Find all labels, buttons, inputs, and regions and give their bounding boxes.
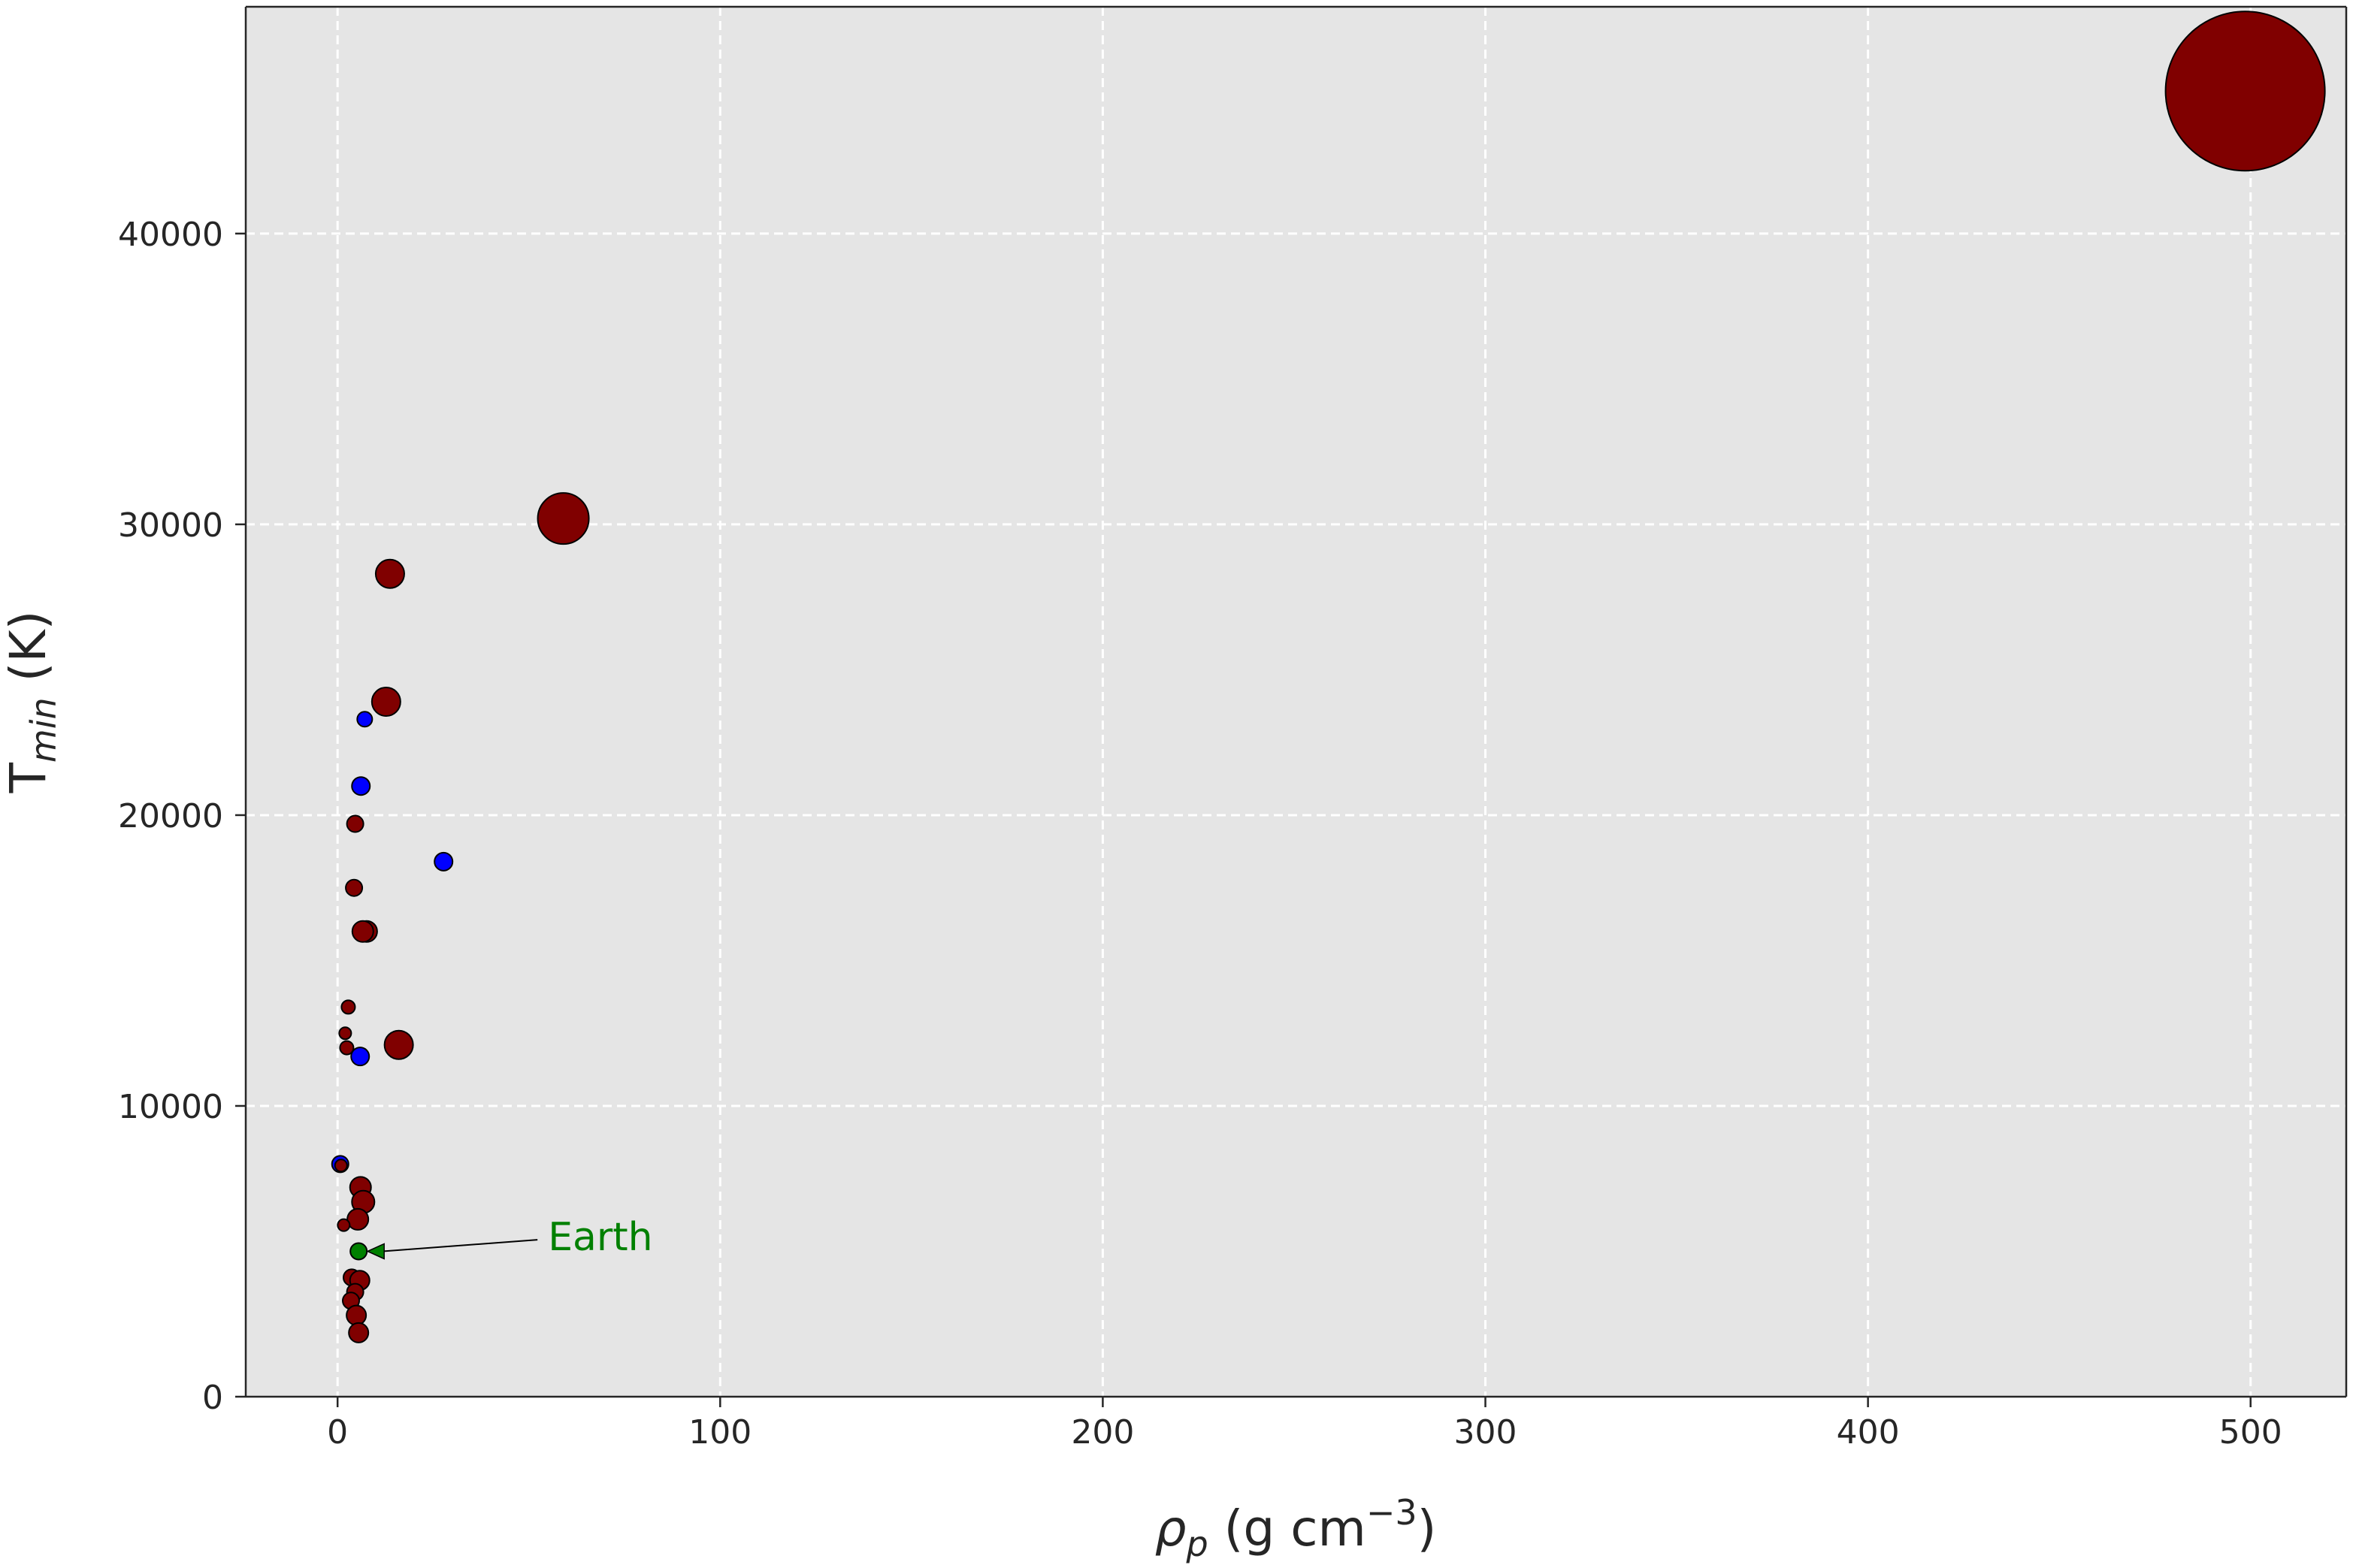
x-ticks: 0 100 200 300 400 500 [327, 1397, 2282, 1452]
data-point [338, 1026, 352, 1041]
data-point [537, 492, 590, 545]
annotation-arrow-head [366, 1243, 385, 1260]
x-axis-label-rest: (g cm [1208, 1500, 1366, 1557]
data-point [334, 1159, 348, 1173]
data-point [337, 1218, 351, 1232]
data-point [383, 1029, 414, 1060]
x-axis-label-close: ) [1417, 1500, 1437, 1557]
x-axis-label-main: ρ [1155, 1500, 1187, 1557]
data-point [346, 1207, 370, 1231]
data-point [340, 999, 356, 1015]
annotations: Earth [366, 1215, 653, 1260]
plot-background [246, 7, 2346, 1397]
y-tick-label: 0 [202, 1379, 223, 1417]
x-tick-label: 200 [1071, 1413, 1134, 1452]
data-point [350, 1047, 370, 1067]
data-point [370, 687, 401, 717]
y-axis-label-main: T [0, 762, 57, 793]
data-point [2164, 11, 2326, 172]
data-point [351, 776, 371, 796]
x-tick-label: 100 [688, 1413, 752, 1452]
y-axis-label: Tmin (K) [0, 611, 64, 794]
data-point [374, 558, 405, 589]
x-tick-label: 0 [327, 1413, 348, 1452]
data-point [349, 1242, 368, 1261]
data-points [331, 11, 2326, 1343]
x-axis-label-sub: p [1185, 1524, 1208, 1564]
y-axis-label-sub: min [23, 697, 64, 763]
data-point [345, 878, 364, 897]
y-tick-label: 10000 [118, 1088, 223, 1126]
data-point [348, 1322, 370, 1343]
x-tick-label: 500 [2219, 1413, 2282, 1452]
annotation-label: Earth [548, 1215, 652, 1260]
y-ticks: 0 10000 20000 30000 40000 [118, 216, 246, 1417]
x-tick-label: 300 [1454, 1413, 1517, 1452]
axes [244, 5, 2348, 1398]
data-point [346, 1304, 367, 1326]
annotation-arrow-line [383, 1239, 538, 1252]
data-point [346, 814, 364, 833]
data-point [434, 851, 454, 872]
y-axis-label-rest: (K) [0, 611, 57, 698]
y-tick-label: 30000 [118, 506, 223, 545]
x-axis-label-sup: −3 [1366, 1492, 1417, 1533]
grid-lines [246, 7, 2346, 1397]
data-point [351, 920, 374, 943]
y-tick-label: 40000 [118, 216, 223, 254]
y-tick-label: 20000 [118, 797, 223, 835]
data-point [339, 1040, 355, 1056]
x-tick-label: 400 [1837, 1413, 1900, 1452]
x-axis-label: ρp (g cm−3) [1155, 1492, 1437, 1564]
data-point [356, 711, 374, 728]
